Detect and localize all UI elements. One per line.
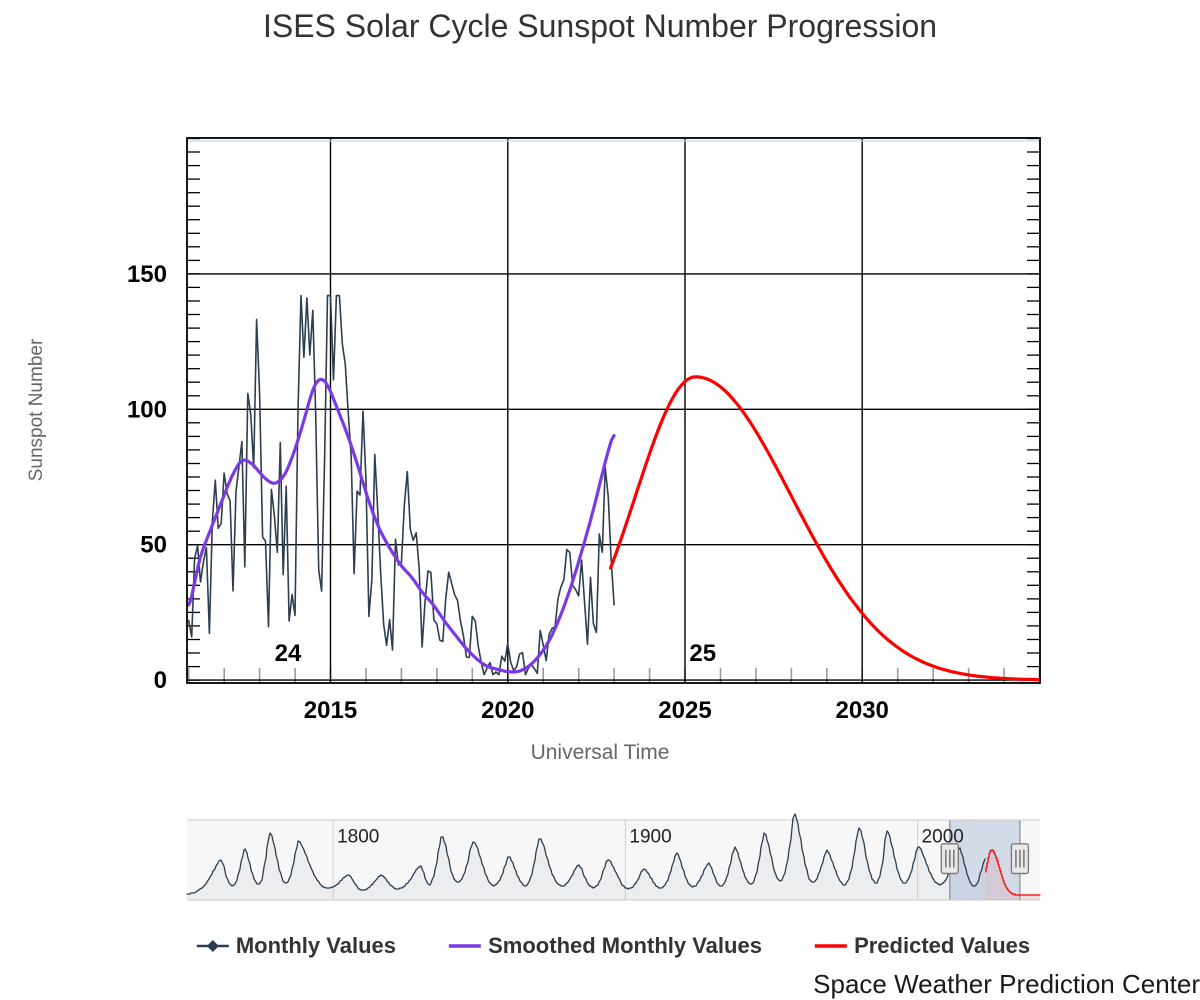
svg-text:1800: 1800 <box>337 827 379 848</box>
svg-text:1900: 1900 <box>629 827 671 848</box>
